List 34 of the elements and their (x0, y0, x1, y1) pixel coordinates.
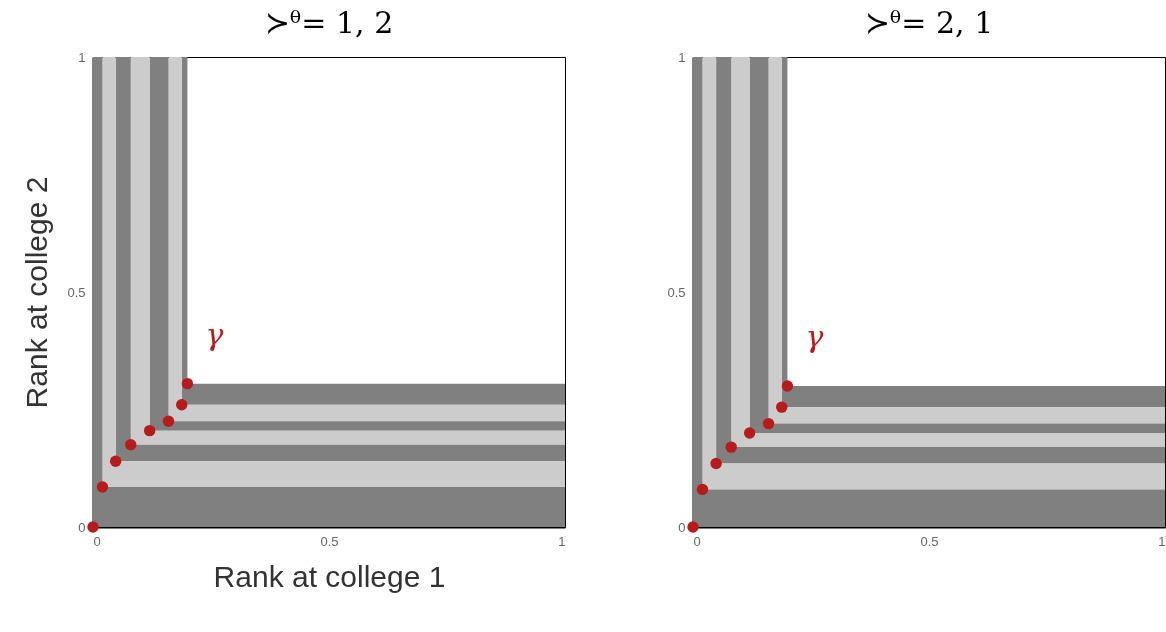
annotation: γ (205, 316, 224, 352)
point (87, 521, 99, 533)
y-tick-label: 0.5 (667, 284, 686, 300)
y-axis-title: Rank at college 2 (20, 176, 54, 409)
annotation: γ (805, 319, 824, 354)
point (96, 481, 109, 493)
point (710, 457, 722, 470)
point (743, 427, 756, 439)
x-tick-label: 0.5 (320, 533, 339, 549)
point (176, 399, 188, 411)
y-tick-label: 0 (78, 519, 86, 535)
y-tick-label: 1 (678, 49, 686, 65)
x-tick-label: 0.5 (920, 533, 939, 549)
y-tick-label: 0 (678, 519, 686, 535)
chart-title: ≻ᶿ= 2, 1 (864, 5, 994, 40)
x-tick-label: 1 (558, 533, 566, 549)
point (762, 417, 775, 430)
point (687, 521, 699, 533)
point (125, 439, 137, 451)
y-tick-label: 1 (78, 49, 86, 65)
point (696, 483, 709, 496)
x-tick-label: 1 (1158, 533, 1166, 549)
y-tick-label: 0.5 (67, 284, 86, 300)
point (109, 455, 122, 467)
x-tick-label: 0 (693, 533, 701, 549)
x-axis-title: Rank at college 1 (213, 559, 446, 593)
chart-title: ≻ᶿ= 1, 2 (264, 5, 394, 40)
point (781, 380, 794, 392)
point (725, 441, 737, 453)
point (162, 415, 175, 427)
point (181, 377, 194, 390)
x-tick-label: 0 (93, 533, 101, 549)
point (776, 401, 788, 413)
point (143, 424, 156, 437)
